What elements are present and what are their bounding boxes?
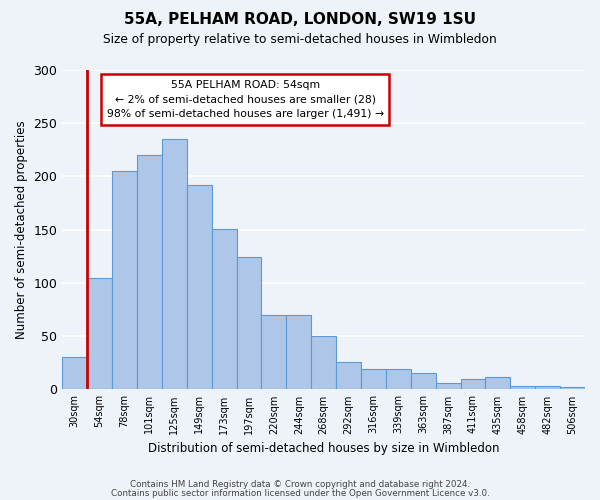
Bar [560, 388, 585, 390]
Text: 55A PELHAM ROAD: 54sqm
← 2% of semi-detached houses are smaller (28)
98% of semi: 55A PELHAM ROAD: 54sqm ← 2% of semi-deta… [107, 80, 384, 119]
Bar [511, 386, 535, 390]
Bar [411, 374, 436, 390]
Bar [386, 369, 411, 390]
Bar [286, 315, 311, 390]
Bar [137, 155, 162, 390]
Bar [236, 258, 262, 390]
Bar [485, 376, 511, 390]
Text: 55A, PELHAM ROAD, LONDON, SW19 1SU: 55A, PELHAM ROAD, LONDON, SW19 1SU [124, 12, 476, 28]
Bar [461, 379, 485, 390]
Text: Size of property relative to semi-detached houses in Wimbledon: Size of property relative to semi-detach… [103, 32, 497, 46]
Bar [162, 139, 187, 390]
Bar [187, 185, 212, 390]
Bar [212, 228, 236, 390]
Bar [311, 336, 336, 390]
X-axis label: Distribution of semi-detached houses by size in Wimbledon: Distribution of semi-detached houses by … [148, 442, 499, 455]
Bar [535, 386, 560, 390]
Bar [436, 383, 461, 390]
Bar [361, 369, 386, 390]
Text: Contains HM Land Registry data © Crown copyright and database right 2024.: Contains HM Land Registry data © Crown c… [130, 480, 470, 489]
Bar [336, 362, 361, 390]
Bar [112, 171, 137, 390]
Bar [62, 358, 87, 390]
Bar [87, 278, 112, 390]
Bar [262, 315, 286, 390]
Y-axis label: Number of semi-detached properties: Number of semi-detached properties [15, 120, 28, 339]
Text: Contains public sector information licensed under the Open Government Licence v3: Contains public sector information licen… [110, 490, 490, 498]
